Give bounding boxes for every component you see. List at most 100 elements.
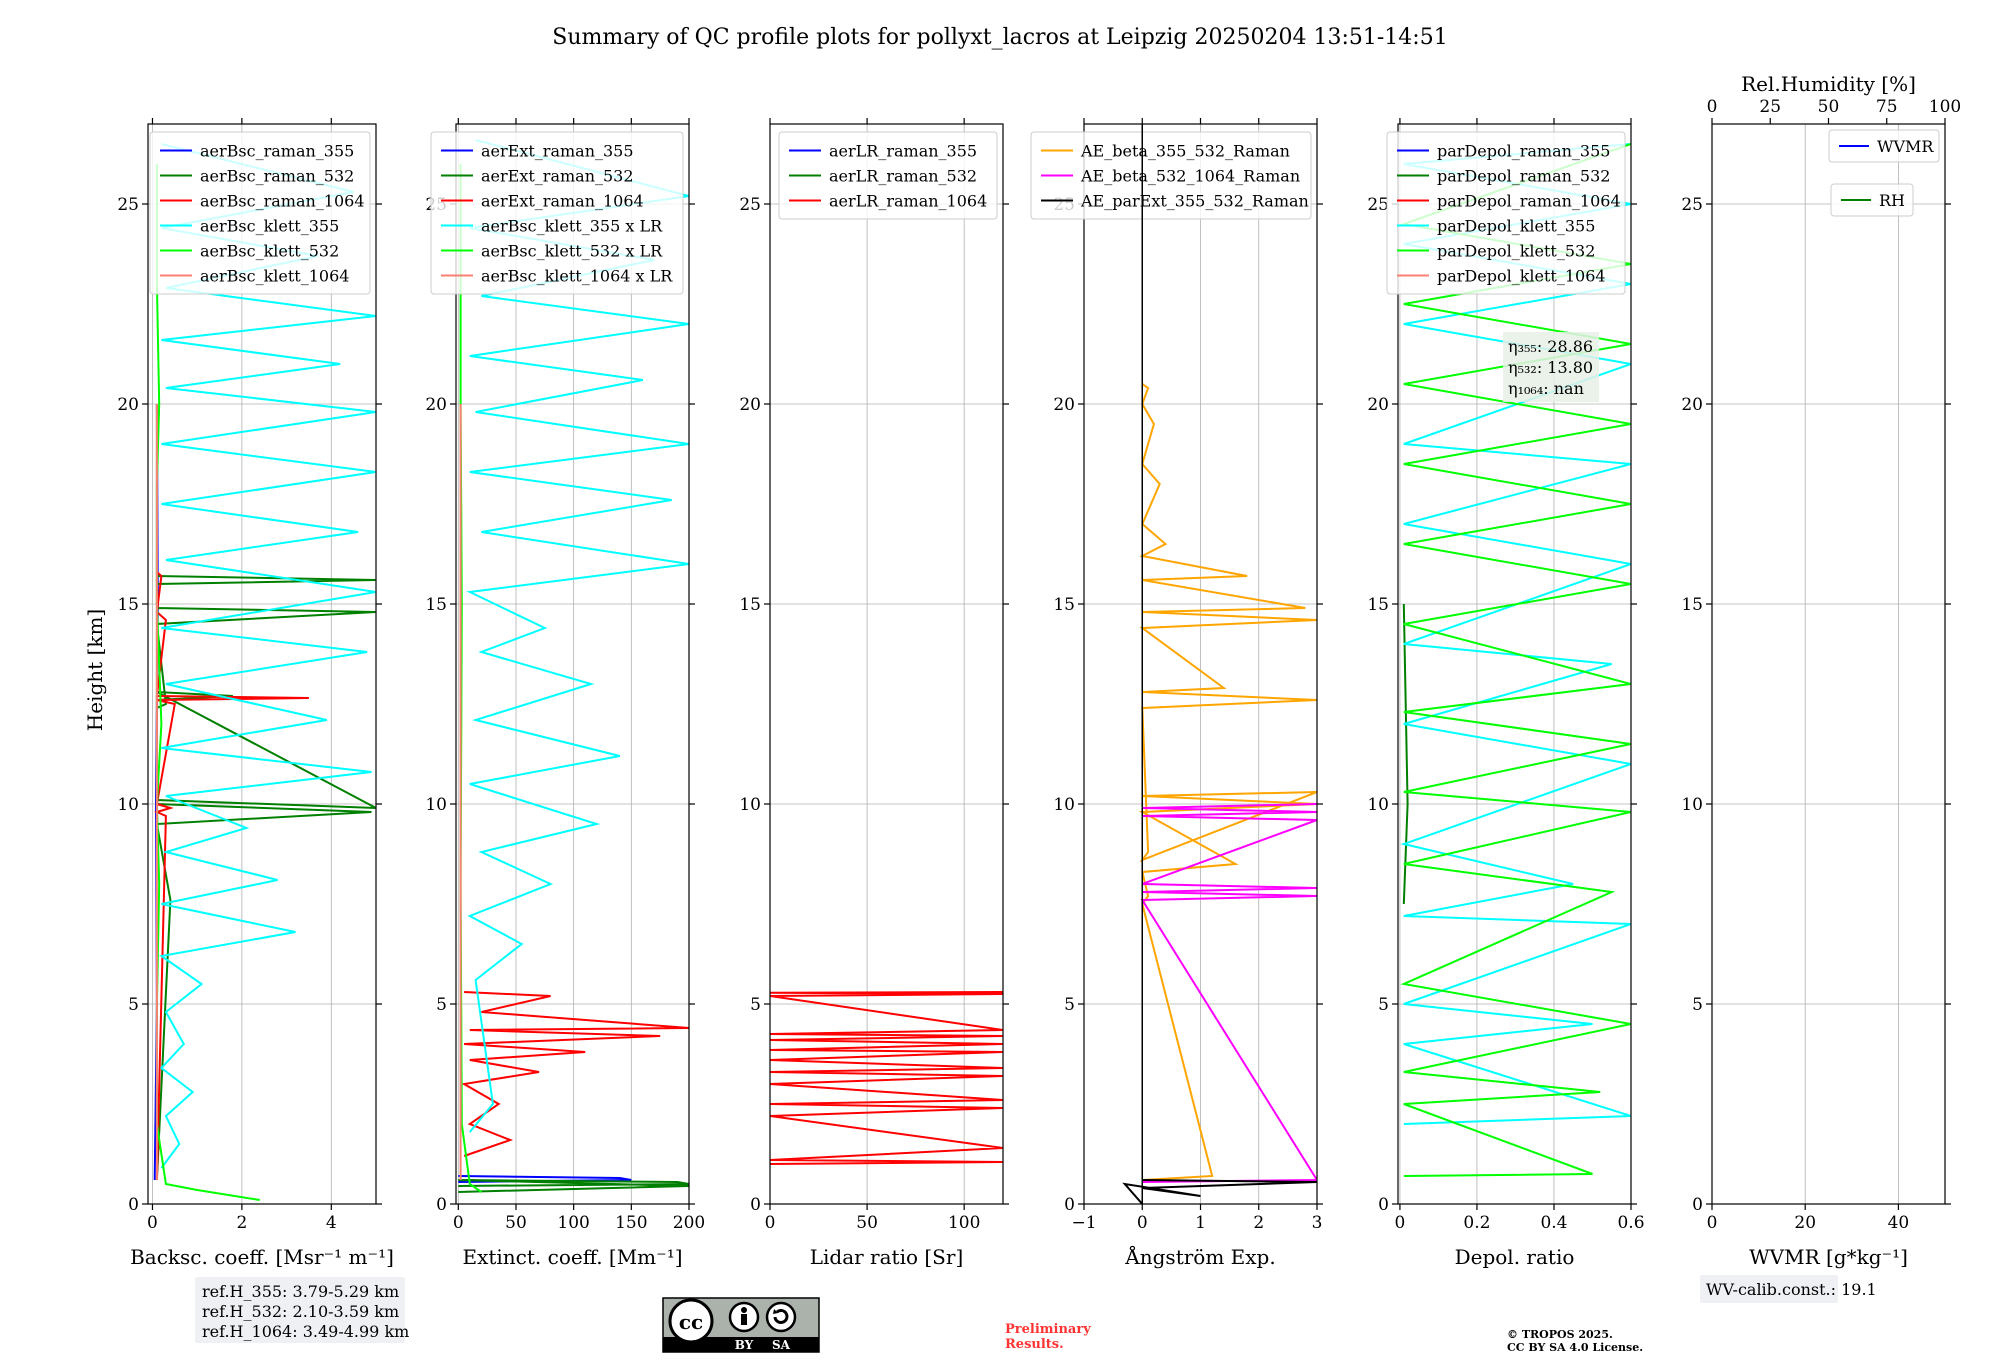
y-tick-label: 5 xyxy=(1692,995,1703,1015)
ref-h-532: ref.H_532: 2.10-3.59 km xyxy=(202,1302,399,1321)
legend-box xyxy=(1030,131,1312,220)
series-AE_beta_355_532_Raman xyxy=(1138,383,1317,1181)
panel-depolarization: 0 5 10 15 20 25 0 0.2 0.4 0.6 Depol. ratio parDepol… xyxy=(1367,118,1645,1269)
legend-box xyxy=(1386,131,1626,295)
x-tick-label: 40 xyxy=(1888,1213,1910,1233)
legend-label: aerExt_raman_1064 xyxy=(481,192,644,211)
series-group xyxy=(1399,143,1631,1177)
y-tick-label: 0 xyxy=(1378,1195,1389,1215)
x-axis-label: Ångström Exp. xyxy=(1124,1244,1275,1269)
wv-calib-constant: WV-calib.const.: 19.1 xyxy=(1706,1280,1877,1299)
legend: aerExt_raman_355 aerExt_raman_532 aerExt_r… xyxy=(430,131,684,295)
legend-label: WVMR xyxy=(1877,137,1934,156)
series-AE_beta_532_1064_Raman xyxy=(1140,803,1317,1183)
y-tick-label: 20 xyxy=(1053,395,1075,415)
legend-label: aerBsc_klett_355 x LR xyxy=(481,217,663,236)
series-aerLR_raman_1064 xyxy=(770,991,1003,1165)
axes-frame xyxy=(147,123,377,1205)
series-aerExt_raman_532 xyxy=(458,1179,689,1193)
reference-height-box: ref.H_355: 3.79-5.29 km ref.H_532: 2.10-… xyxy=(195,1277,409,1343)
panel-wvmr: 0 5 10 15 20 25 0 20 40 WVMR [g*kg⁻¹] 0 25 50 75 100 Re… xyxy=(1681,72,1961,1269)
y-tick-label: 20 xyxy=(117,395,139,415)
legend-label: aerLR_raman_532 xyxy=(829,167,977,186)
y-tick-label: 10 xyxy=(117,795,139,815)
wv-calibration-box: WV-calib.const.: 19.1 xyxy=(1700,1275,1877,1303)
axes-frame xyxy=(769,123,1004,1205)
legend: WVMR RH xyxy=(1828,129,1940,217)
series-aerBsc_raman_532 xyxy=(155,404,376,1181)
x-tick-label: 100 xyxy=(557,1213,589,1233)
legend-box xyxy=(149,131,371,295)
y-tick-label: 10 xyxy=(425,795,447,815)
legend-box xyxy=(430,131,684,295)
legend-box xyxy=(1830,183,1914,217)
axes-frame xyxy=(455,123,690,1205)
top-x-tick-label: 25 xyxy=(1759,97,1781,117)
series-aerBsc_klett_355 xyxy=(158,143,376,1169)
panel-extinction: 0510152025050100150200Extinct. coeff. [M… xyxy=(425,118,705,1269)
axes-frame xyxy=(1711,123,1946,1205)
preliminary-note: Preliminary Results. xyxy=(1005,1322,1091,1352)
y-tick-label: 5 xyxy=(128,995,139,1015)
x-tick-label: 0 xyxy=(1707,1213,1718,1233)
series-group xyxy=(458,139,689,1193)
figure-title: Summary of QC profile plots for pollyxt_… xyxy=(552,25,1447,50)
grid xyxy=(1083,124,1318,1205)
depol-calibration-annotation: η₃₅₅: 28.86 η₅₃₂: 13.80 η₁₀₆₄: nan xyxy=(1503,332,1599,402)
legend-box xyxy=(778,131,998,220)
legend-label: aerBsc_klett_532 xyxy=(200,242,339,261)
top-x-tick-label: 100 xyxy=(1929,97,1961,117)
legend-label: parDepol_klett_355 xyxy=(1437,217,1595,236)
grid xyxy=(1711,124,1945,1205)
y-tick-label: 25 xyxy=(1367,195,1389,215)
y-axis-label: Height [km] xyxy=(83,609,107,731)
legend-box xyxy=(1828,129,1940,163)
annotation-line: η₁₀₆₄: nan xyxy=(1508,379,1584,398)
x-tick-label: 100 xyxy=(948,1213,980,1233)
y-tick-label: 10 xyxy=(1053,795,1075,815)
ref-h-355: ref.H_355: 3.79-5.29 km xyxy=(202,1282,399,1301)
y-tick-label: 0 xyxy=(1692,1195,1703,1215)
cc-by-sa-badge: cc BY SA xyxy=(662,1297,820,1353)
x-axis-label: Extinct. coeff. [Mm⁻¹] xyxy=(462,1245,682,1269)
series-group xyxy=(1122,383,1317,1204)
legend-label: AE_parExt_355_532_Raman xyxy=(1080,192,1309,211)
by-label: BY xyxy=(735,1338,754,1352)
x-tick-label: 0.6 xyxy=(1617,1213,1644,1233)
legend: AE_beta_355_532_Raman AE_beta_532_1064_Ra… xyxy=(1030,131,1312,220)
y-tick-label: 0 xyxy=(750,1195,761,1215)
x-axis-label: WVMR [g*kg⁻¹] xyxy=(1749,1245,1908,1269)
x-tick-label: 50 xyxy=(505,1213,527,1233)
annotation-box xyxy=(1503,332,1599,402)
preliminary-line-2: Results. xyxy=(1005,1337,1064,1352)
y-tick-label: 15 xyxy=(425,595,447,615)
x-tick-label: 2 xyxy=(1253,1213,1264,1233)
legend-label: aerBsc_klett_355 xyxy=(200,217,339,236)
y-tick-label: 10 xyxy=(1681,795,1703,815)
x-tick-label: 20 xyxy=(1794,1213,1816,1233)
y-tick-label: 25 xyxy=(1681,195,1703,215)
top-x-tick-label: 50 xyxy=(1818,97,1840,117)
x-tick-label: 0 xyxy=(765,1213,776,1233)
y-tick-label: 20 xyxy=(425,395,447,415)
ref-h-1064: ref.H_1064: 3.49-4.99 km xyxy=(202,1322,409,1341)
series-group xyxy=(770,991,1003,1165)
legend-label: parDepol_klett_1064 xyxy=(1437,267,1606,286)
y-tick-label: 15 xyxy=(739,595,761,615)
legend-label: RH xyxy=(1879,191,1905,210)
legend-label: aerLR_raman_355 xyxy=(829,142,977,161)
y-tick-label: 5 xyxy=(1378,995,1389,1015)
x-axis-label: Depol. ratio xyxy=(1455,1245,1575,1269)
top-x-tick-label: 0 xyxy=(1707,97,1718,117)
legend: aerBsc_raman_355 aerBsc_raman_532 aerBsc_r… xyxy=(149,131,371,295)
legend-label: aerBsc_raman_355 xyxy=(200,142,354,161)
y-tick-label: 15 xyxy=(1367,595,1389,615)
cc-text: cc xyxy=(679,1310,703,1334)
series-parDepol_raman_532 xyxy=(1402,603,1409,905)
x-tick-label: 0 xyxy=(1137,1213,1148,1233)
legend-label: aerBsc_klett_1064 xyxy=(200,267,349,286)
y-tick-label: 20 xyxy=(739,395,761,415)
y-tick-label: 5 xyxy=(750,995,761,1015)
